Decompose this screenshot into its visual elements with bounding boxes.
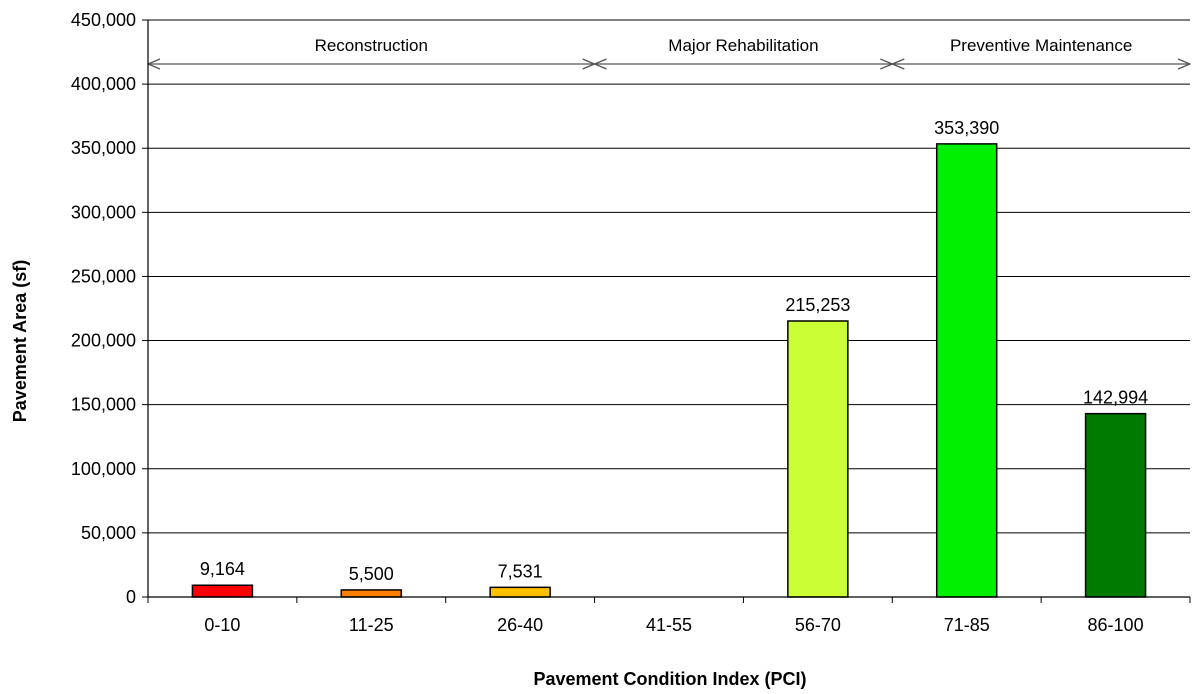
x-tick-label: 86-100 bbox=[1088, 615, 1144, 635]
x-tick-label: 56-70 bbox=[795, 615, 841, 635]
axes bbox=[142, 19, 1191, 603]
zone-label: Major Rehabilitation bbox=[668, 36, 818, 55]
data-labels: 9,164 5,500 7,531 215,253 353,390 142,994 bbox=[200, 118, 1148, 584]
x-tick-labels: 0-10 11-25 26-40 41-55 56-70 71-85 86-100 bbox=[204, 615, 1143, 635]
data-label: 353,390 bbox=[934, 118, 999, 138]
x-tick-label: 41-55 bbox=[646, 615, 692, 635]
data-label: 7,531 bbox=[498, 561, 543, 581]
bar bbox=[191, 584, 254, 598]
y-tick-label: 100,000 bbox=[71, 459, 136, 479]
bar bbox=[935, 143, 998, 598]
bar bbox=[340, 589, 403, 598]
x-tick-label: 0-10 bbox=[204, 615, 240, 635]
zone-annotations: Reconstruction Major Rehabilitation Preven… bbox=[148, 36, 1190, 64]
x-axis-title: Pavement Condition Index (PCI) bbox=[533, 669, 806, 689]
y-tick-label: 400,000 bbox=[71, 74, 136, 94]
y-tick-label: 250,000 bbox=[71, 266, 136, 286]
y-tick-label: 300,000 bbox=[71, 202, 136, 222]
y-tick-label: 150,000 bbox=[71, 395, 136, 415]
y-axis-title: Pavement Area (sf) bbox=[10, 260, 30, 422]
bar bbox=[787, 320, 849, 598]
data-label: 5,500 bbox=[349, 564, 394, 584]
bars bbox=[191, 143, 1147, 598]
zone-label: Reconstruction bbox=[315, 36, 428, 55]
data-label: 9,164 bbox=[200, 559, 245, 579]
data-label: 215,253 bbox=[785, 295, 850, 315]
y-tick-labels: 0 50,000 100,000 150,000 200,000 250,000 300,0… bbox=[71, 10, 136, 607]
y-tick-label: 0 bbox=[126, 587, 136, 607]
y-tick-label: 200,000 bbox=[71, 331, 136, 351]
bar bbox=[1084, 412, 1147, 598]
y-tick-label: 450,000 bbox=[71, 10, 136, 30]
x-tick-label: 11-25 bbox=[349, 615, 394, 635]
bar bbox=[489, 586, 551, 598]
data-label: 142,994 bbox=[1083, 388, 1148, 408]
zone-label: Preventive Maintenance bbox=[950, 36, 1132, 55]
y-tick-label: 350,000 bbox=[71, 138, 136, 158]
x-tick-label: 71-85 bbox=[944, 615, 990, 635]
x-tick-label: 26-40 bbox=[497, 615, 543, 635]
gridlines bbox=[148, 19, 1190, 534]
y-tick-label: 50,000 bbox=[81, 523, 136, 543]
